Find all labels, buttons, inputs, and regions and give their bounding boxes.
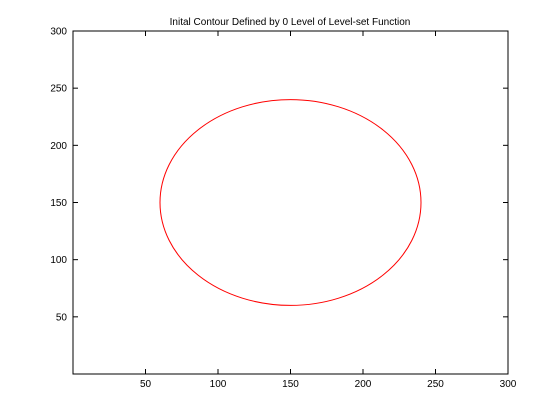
x-tick-label: 50 (140, 379, 152, 390)
plot-area (72, 30, 509, 375)
y-tick-label: 100 (50, 255, 67, 266)
contour-layer (159, 99, 422, 306)
y-tick-label: 300 (50, 27, 67, 38)
y-axis: 50 100 150 200 250 300 (50, 27, 508, 323)
x-tick-label: 150 (282, 379, 299, 390)
y-tick-label: 200 (50, 141, 67, 152)
x-tick-label: 200 (355, 379, 372, 390)
contour-curve (159, 99, 422, 306)
x-tick-label: 100 (210, 379, 227, 390)
y-tick-label: 150 (50, 198, 67, 209)
x-tick-label: 300 (500, 379, 517, 390)
chart-title: Inital Contour Defined by 0 Level of Lev… (170, 17, 411, 28)
x-axis: 50 100 150 200 250 300 (140, 31, 517, 390)
x-tick-label: 250 (427, 379, 444, 390)
y-tick-label: 50 (56, 312, 68, 323)
y-tick-label: 250 (50, 84, 67, 95)
